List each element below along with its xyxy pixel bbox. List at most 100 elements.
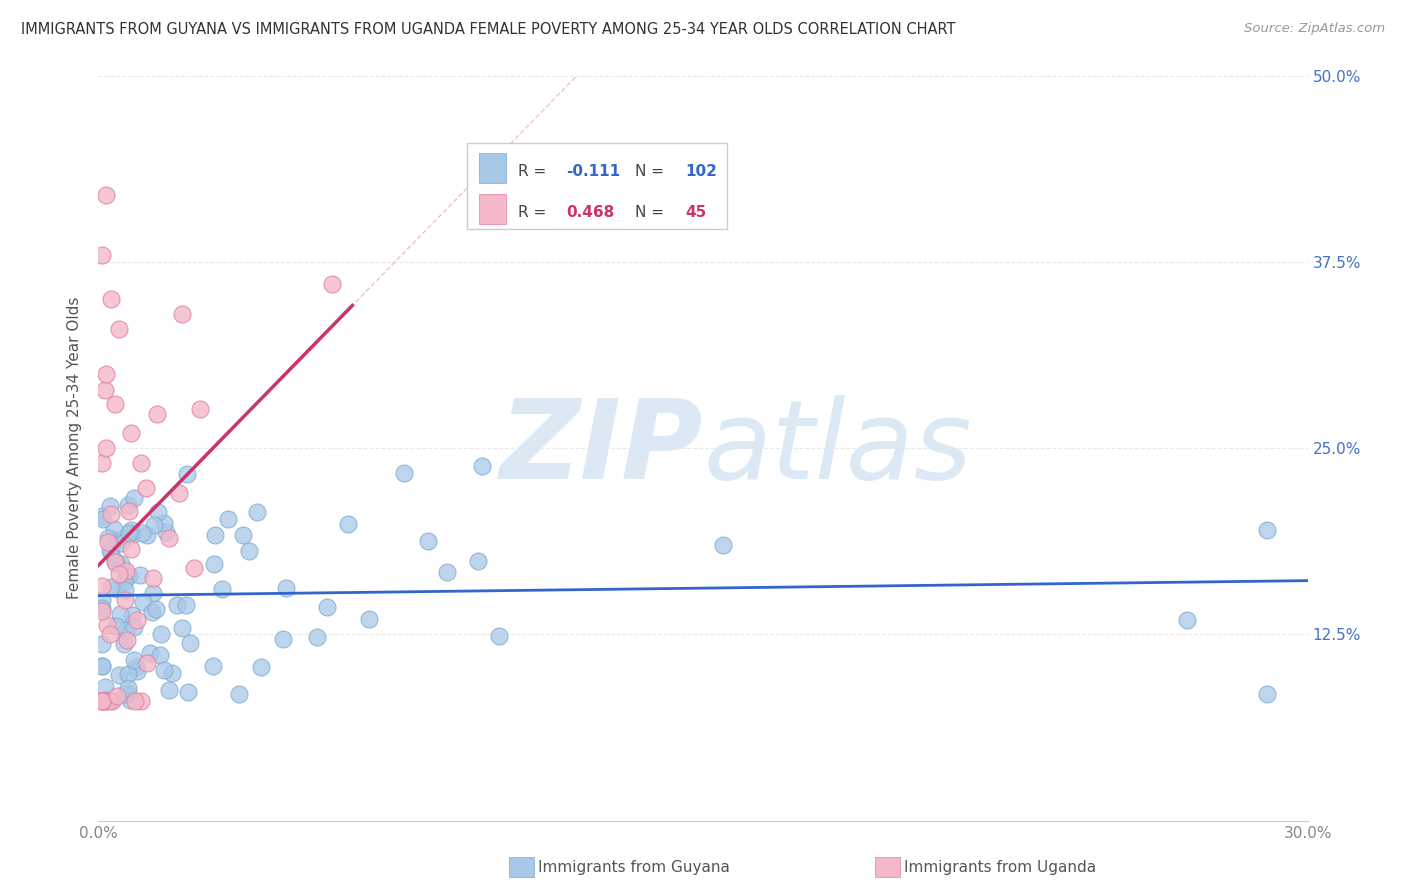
Text: N =: N = (636, 204, 669, 219)
Point (120, 542, 142, 557)
Point (125, 664, 148, 678)
Bar (479, 194, 506, 224)
Text: Source: ZipAtlas.com: Source: ZipAtlas.com (1244, 22, 1385, 36)
Point (105, 556, 128, 570)
Point (91, 694, 114, 708)
Point (91, 694, 114, 708)
Point (120, 523, 142, 537)
Point (125, 660, 148, 674)
Point (142, 585, 165, 599)
Point (172, 621, 194, 635)
Point (249, 660, 271, 674)
Point (117, 681, 139, 696)
Point (108, 667, 131, 681)
Point (1256, 523, 1278, 537)
Point (97, 535, 120, 549)
Point (176, 598, 198, 612)
Point (1175, 613, 1198, 627)
Point (305, 630, 328, 644)
Point (110, 536, 132, 550)
Point (91, 579, 114, 593)
Point (115, 564, 138, 578)
Point (98, 499, 121, 513)
Point (321, 277, 343, 292)
Point (124, 653, 146, 667)
Point (94, 692, 117, 706)
Point (271, 632, 294, 646)
Point (91, 603, 114, 617)
Point (94, 384, 117, 398)
Point (416, 533, 439, 548)
Point (211, 582, 233, 597)
Point (91, 601, 114, 615)
Point (176, 685, 198, 699)
Point (122, 620, 145, 634)
Point (97, 532, 120, 546)
Bar (479, 153, 506, 183)
Point (91, 511, 114, 525)
Point (148, 505, 170, 519)
Point (98, 694, 121, 708)
Point (103, 522, 125, 536)
Point (176, 467, 198, 482)
Point (117, 633, 139, 648)
Point (166, 599, 188, 613)
FancyBboxPatch shape (467, 143, 727, 228)
Point (392, 466, 415, 480)
Text: ZIP: ZIP (499, 395, 703, 501)
Point (129, 694, 152, 708)
Point (1256, 687, 1278, 701)
Point (100, 545, 122, 559)
Point (100, 694, 122, 708)
Point (103, 396, 125, 410)
Point (316, 599, 339, 614)
Point (183, 561, 205, 575)
Text: 102: 102 (685, 163, 717, 178)
Point (94, 680, 117, 694)
Point (149, 627, 172, 641)
Point (107, 322, 129, 336)
Point (131, 526, 153, 541)
Point (110, 532, 132, 546)
Point (121, 607, 143, 622)
Point (104, 555, 127, 569)
Point (103, 533, 125, 547)
Point (146, 407, 169, 421)
Point (471, 458, 494, 473)
Y-axis label: Female Poverty Among 25-34 Year Olds: Female Poverty Among 25-34 Year Olds (67, 297, 83, 599)
Point (204, 527, 226, 541)
Text: Immigrants from Uganda: Immigrants from Uganda (904, 860, 1097, 874)
Point (118, 693, 141, 707)
Point (100, 293, 122, 307)
Point (179, 636, 201, 650)
Point (110, 607, 132, 621)
Text: N =: N = (636, 163, 669, 178)
Point (127, 613, 149, 627)
Point (157, 682, 180, 697)
Text: R =: R = (517, 204, 551, 219)
Point (94, 694, 117, 708)
Point (157, 531, 180, 545)
Point (232, 528, 254, 542)
Point (136, 656, 159, 670)
Point (110, 557, 132, 571)
Point (91, 593, 114, 607)
Text: 0.468: 0.468 (567, 204, 614, 219)
Point (488, 629, 510, 643)
Point (96, 367, 118, 381)
Point (100, 507, 122, 521)
Point (128, 567, 150, 582)
Point (143, 518, 166, 533)
Point (172, 307, 194, 321)
Point (201, 659, 224, 673)
Point (100, 627, 122, 641)
Point (91, 509, 114, 524)
Point (436, 565, 458, 579)
Point (152, 516, 174, 530)
Point (228, 687, 250, 701)
Point (142, 571, 165, 585)
Point (114, 583, 136, 598)
Point (711, 538, 734, 552)
Point (96, 618, 118, 632)
Point (129, 456, 152, 470)
